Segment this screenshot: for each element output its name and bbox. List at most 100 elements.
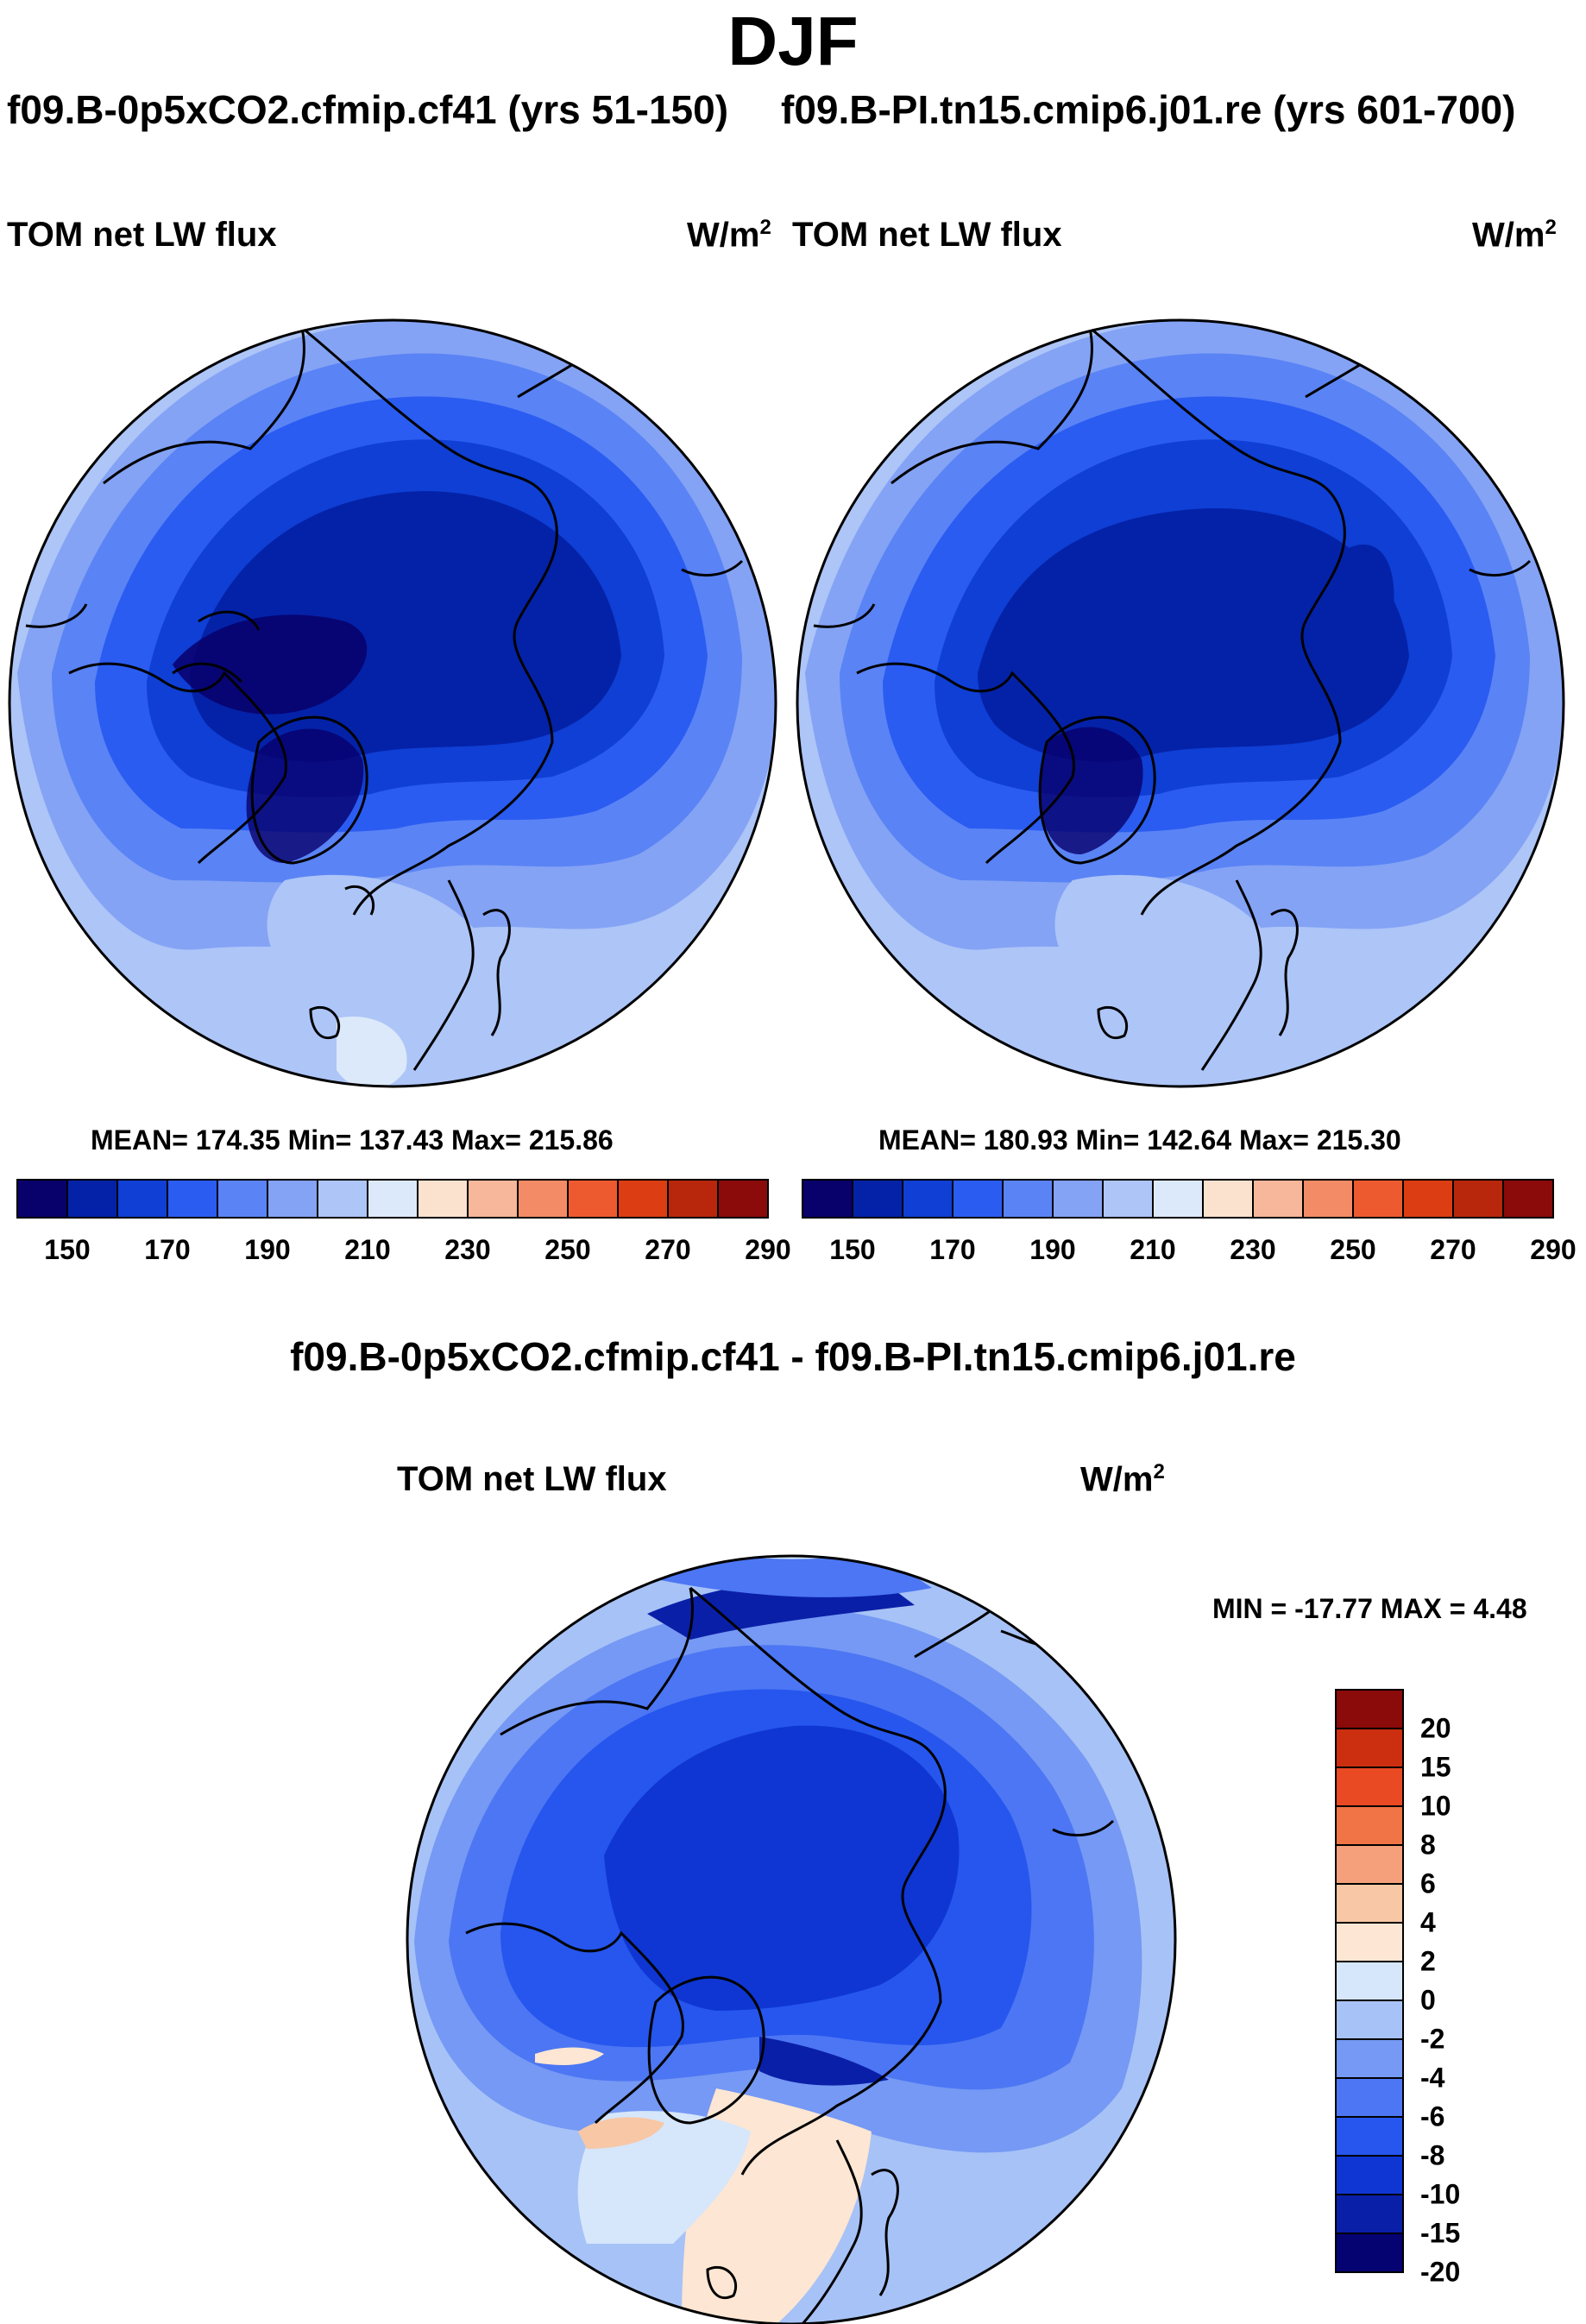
left-coastlines xyxy=(25,326,744,1071)
colorbar-tick-label: 170 xyxy=(144,1234,191,1265)
difference-colorbar xyxy=(1335,1689,1404,2273)
colorbar-tick-label: 270 xyxy=(645,1234,691,1265)
colorbar-swatch xyxy=(1502,1179,1554,1219)
colorbar-swatch xyxy=(66,1179,118,1219)
colorbar-tick-label: -10 xyxy=(1420,2178,1461,2210)
colorbar-swatch xyxy=(1352,1179,1404,1219)
difference-title: f09.B-0p5xCO2.cfmip.cf41 - f09.B-PI.tn15… xyxy=(290,1334,1296,1379)
colorbar-swatch xyxy=(217,1179,268,1219)
right-stats: MEAN= 180.93 Min= 142.64 Max= 215.30 xyxy=(878,1124,1401,1156)
difference-minmax: MIN = -17.77 MAX = 4.48 xyxy=(1212,1593,1527,1624)
colorbar-swatch xyxy=(1452,1179,1504,1219)
colorbar-swatch xyxy=(167,1179,218,1219)
colorbar-tick-label: 4 xyxy=(1420,1906,1436,1938)
colorbar-tick-label: 170 xyxy=(929,1234,976,1265)
colorbar-tick-label: -20 xyxy=(1420,2256,1461,2288)
colorbar-swatch xyxy=(1202,1179,1254,1219)
colorbar-swatch xyxy=(467,1179,519,1219)
right-case-title: f09.B-PI.tn15.cmip6.j01.re (yrs 601-700) xyxy=(781,87,1516,132)
colorbar-tick-label: -15 xyxy=(1420,2217,1461,2249)
colorbar-tick-label: 250 xyxy=(1330,1234,1376,1265)
colorbar-swatch xyxy=(1335,2194,1404,2234)
colorbar-swatch xyxy=(1335,2000,1404,2040)
colorbar-swatch xyxy=(267,1179,318,1219)
colorbar-tick-label: 290 xyxy=(1530,1234,1577,1265)
colorbar-swatch xyxy=(1335,2116,1404,2157)
colorbar-swatch xyxy=(1335,1728,1404,1768)
colorbar-tick-label: 8 xyxy=(1420,1829,1436,1861)
difference-map-border xyxy=(406,1554,1177,2324)
colorbar-swatch xyxy=(1335,1689,1404,1729)
left-colorbar xyxy=(16,1179,769,1219)
colorbar-tick-label: 290 xyxy=(745,1234,791,1265)
colorbar-swatch xyxy=(1335,2155,1404,2195)
colorbar-swatch xyxy=(317,1179,368,1219)
colorbar-swatch xyxy=(852,1179,903,1219)
colorbar-swatch xyxy=(1335,2233,1404,2273)
left-variable-label: TOM net LW flux xyxy=(7,216,277,254)
colorbar-tick-label: 210 xyxy=(1130,1234,1176,1265)
colorbar-swatch xyxy=(1335,2038,1404,2079)
colorbar-swatch xyxy=(952,1179,1004,1219)
colorbar-swatch xyxy=(1335,1805,1404,1846)
colorbar-tick-label: -4 xyxy=(1420,2062,1445,2094)
colorbar-swatch xyxy=(1052,1179,1104,1219)
colorbar-swatch xyxy=(1302,1179,1354,1219)
colorbar-swatch xyxy=(802,1179,853,1219)
colorbar-swatch xyxy=(1335,1883,1404,1924)
right-map xyxy=(797,320,1564,1086)
left-map-border xyxy=(8,318,777,1088)
colorbar-tick-label: 15 xyxy=(1420,1751,1451,1783)
colorbar-tick-label: 230 xyxy=(1230,1234,1276,1265)
colorbar-swatch xyxy=(517,1179,569,1219)
difference-map xyxy=(407,1556,1175,2324)
colorbar-swatch xyxy=(1335,2077,1404,2118)
colorbar-tick-label: -6 xyxy=(1420,2100,1445,2132)
colorbar-swatch xyxy=(1335,1767,1404,1807)
colorbar-tick-label: 20 xyxy=(1420,1712,1451,1744)
colorbar-tick-label: 270 xyxy=(1430,1234,1476,1265)
left-units-label: W/m2 xyxy=(687,216,771,255)
colorbar-swatch xyxy=(417,1179,469,1219)
colorbar-tick-label: -8 xyxy=(1420,2139,1445,2171)
colorbar-tick-label: 210 xyxy=(344,1234,391,1265)
colorbar-tick-label: 10 xyxy=(1420,1790,1451,1822)
figure-title: DJF xyxy=(727,3,859,79)
colorbar-swatch xyxy=(1335,1844,1404,1885)
colorbar-swatch xyxy=(1402,1179,1454,1219)
colorbar-swatch xyxy=(16,1179,68,1219)
colorbar-swatch xyxy=(1102,1179,1154,1219)
colorbar-swatch xyxy=(367,1179,419,1219)
colorbar-tick-label: 190 xyxy=(244,1234,291,1265)
right-units-label: W/m2 xyxy=(1472,216,1557,255)
colorbar-swatch xyxy=(116,1179,168,1219)
colorbar-swatch xyxy=(667,1179,719,1219)
colorbar-swatch xyxy=(617,1179,669,1219)
colorbar-tick-label: 190 xyxy=(1029,1234,1076,1265)
colorbar-swatch xyxy=(1335,1922,1404,1962)
right-map-border xyxy=(796,318,1565,1088)
difference-units-label: W/m2 xyxy=(1080,1460,1165,1499)
colorbar-swatch xyxy=(1335,1961,1404,2001)
colorbar-tick-label: 150 xyxy=(44,1234,91,1265)
colorbar-swatch xyxy=(1252,1179,1304,1219)
left-case-title: f09.B-0p5xCO2.cfmip.cf41 (yrs 51-150) xyxy=(7,87,729,132)
colorbar-tick-label: 0 xyxy=(1420,1984,1436,2016)
colorbar-swatch xyxy=(1002,1179,1054,1219)
colorbar-swatch xyxy=(717,1179,769,1219)
colorbar-tick-label: 2 xyxy=(1420,1945,1436,1977)
left-stats: MEAN= 174.35 Min= 137.43 Max= 215.86 xyxy=(91,1124,614,1156)
colorbar-tick-label: 250 xyxy=(544,1234,591,1265)
right-variable-label: TOM net LW flux xyxy=(792,216,1062,254)
right-colorbar xyxy=(802,1179,1554,1219)
colorbar-swatch xyxy=(1152,1179,1204,1219)
left-map xyxy=(9,320,776,1086)
colorbar-tick-label: 6 xyxy=(1420,1867,1436,1899)
colorbar-tick-label: 230 xyxy=(444,1234,491,1265)
colorbar-swatch xyxy=(567,1179,619,1219)
colorbar-swatch xyxy=(902,1179,953,1219)
colorbar-tick-label: 150 xyxy=(829,1234,876,1265)
difference-variable-label: TOM net LW flux xyxy=(397,1460,667,1498)
colorbar-tick-label: -2 xyxy=(1420,2023,1445,2055)
